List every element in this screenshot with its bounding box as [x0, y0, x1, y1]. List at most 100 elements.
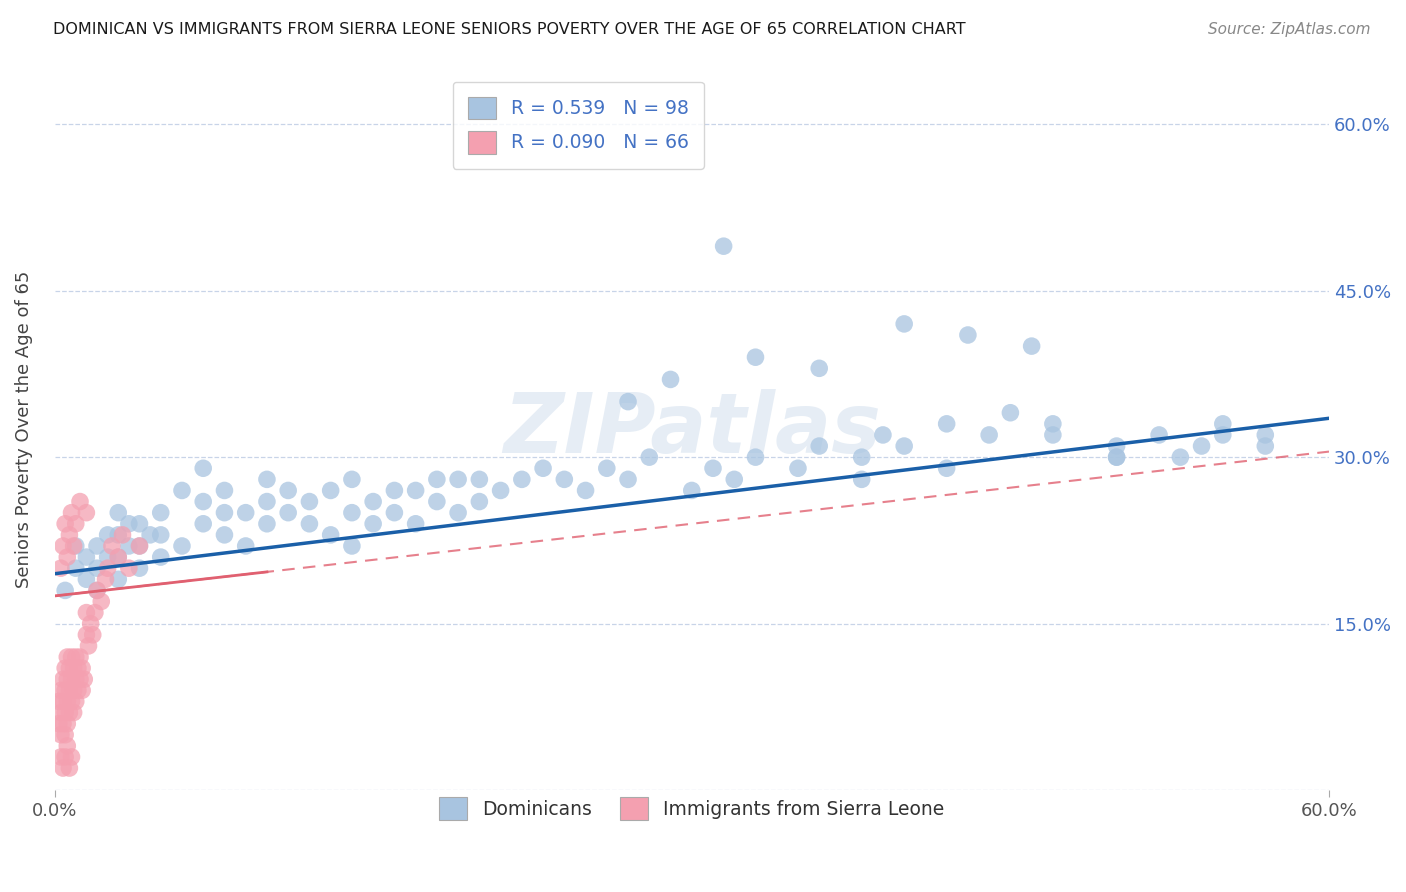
Point: [808, 361, 831, 376]
Point: [53, 728, 76, 742]
Point: [1042, 417, 1064, 431]
Point: [139, 528, 162, 542]
Point: [83, 606, 105, 620]
Point: [66, 683, 89, 698]
Point: [58, 661, 80, 675]
Point: [97, 528, 120, 542]
Point: [235, 539, 257, 553]
Point: [49, 706, 72, 720]
Point: [52, 694, 75, 708]
Point: [893, 317, 915, 331]
Point: [56, 739, 79, 753]
Point: [62, 539, 84, 553]
Point: [66, 661, 89, 675]
Point: [170, 483, 193, 498]
Point: [149, 550, 172, 565]
Point: [49, 728, 72, 742]
Point: [384, 506, 406, 520]
Point: [617, 394, 640, 409]
Point: [808, 439, 831, 453]
Point: [60, 672, 83, 686]
Text: DOMINICAN VS IMMIGRANTS FROM SIERRA LEONE SENIORS POVERTY OVER THE AGE OF 65 COR: DOMINICAN VS IMMIGRANTS FROM SIERRA LEON…: [53, 22, 966, 37]
Point: [298, 494, 321, 508]
Point: [73, 672, 96, 686]
Point: [256, 494, 278, 508]
Point: [361, 516, 384, 531]
Point: [62, 706, 84, 720]
Point: [65, 694, 87, 708]
Point: [65, 539, 87, 553]
Point: [638, 450, 661, 465]
Point: [277, 506, 299, 520]
Y-axis label: Seniors Poverty Over the Age of 65: Seniors Poverty Over the Age of 65: [15, 270, 32, 588]
Point: [56, 672, 79, 686]
Point: [75, 506, 97, 520]
Text: ZIPatlas: ZIPatlas: [503, 389, 880, 470]
Point: [62, 683, 84, 698]
Point: [489, 483, 512, 498]
Point: [101, 539, 124, 553]
Point: [107, 550, 129, 565]
Point: [935, 461, 957, 475]
Point: [361, 494, 384, 508]
Point: [58, 683, 80, 698]
Point: [659, 372, 682, 386]
Point: [53, 583, 76, 598]
Point: [723, 472, 745, 486]
Point: [340, 539, 363, 553]
Point: [118, 516, 141, 531]
Point: [935, 417, 957, 431]
Point: [97, 550, 120, 565]
Point: [56, 716, 79, 731]
Point: [193, 461, 215, 475]
Point: [787, 461, 810, 475]
Point: [744, 350, 766, 364]
Point: [872, 428, 894, 442]
Point: [70, 683, 93, 698]
Point: [48, 716, 70, 731]
Point: [447, 472, 470, 486]
Point: [53, 706, 76, 720]
Point: [60, 694, 83, 708]
Point: [118, 561, 141, 575]
Point: [681, 483, 703, 498]
Point: [53, 750, 76, 764]
Point: [149, 506, 172, 520]
Point: [52, 716, 75, 731]
Point: [426, 494, 449, 508]
Point: [49, 561, 72, 575]
Point: [319, 528, 342, 542]
Point: [107, 506, 129, 520]
Point: [49, 683, 72, 698]
Point: [118, 539, 141, 553]
Point: [56, 694, 79, 708]
Point: [405, 516, 427, 531]
Point: [340, 506, 363, 520]
Point: [65, 672, 87, 686]
Point: [340, 472, 363, 486]
Point: [53, 683, 76, 698]
Point: [713, 239, 735, 253]
Point: [69, 494, 91, 508]
Point: [107, 572, 129, 586]
Point: [193, 516, 215, 531]
Point: [70, 661, 93, 675]
Point: [107, 528, 129, 542]
Point: [65, 516, 87, 531]
Point: [86, 561, 108, 575]
Point: [235, 506, 257, 520]
Point: [1254, 439, 1277, 453]
Point: [60, 750, 83, 764]
Point: [256, 516, 278, 531]
Point: [75, 572, 97, 586]
Point: [1105, 439, 1128, 453]
Point: [893, 439, 915, 453]
Point: [214, 506, 236, 520]
Point: [60, 506, 83, 520]
Point: [426, 472, 449, 486]
Point: [1147, 428, 1170, 442]
Point: [298, 516, 321, 531]
Point: [75, 606, 97, 620]
Point: [319, 483, 342, 498]
Point: [58, 706, 80, 720]
